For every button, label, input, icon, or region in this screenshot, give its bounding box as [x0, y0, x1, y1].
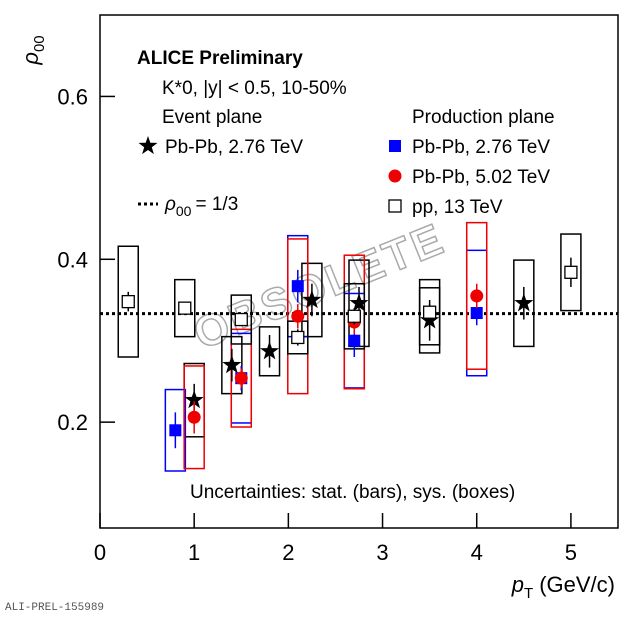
sys-box	[418, 278, 441, 346]
square-marker	[291, 280, 304, 293]
circle-marker	[470, 289, 484, 303]
subtitle: K*0, |y| < 0.5, 10-50%	[162, 78, 347, 99]
chart-title: ALICE Preliminary	[137, 48, 303, 69]
y-axis-symbol: ρ	[18, 52, 43, 66]
y-tick-label: 0.6	[57, 84, 88, 109]
reference-symbol: ρ	[164, 194, 176, 215]
sys-box	[465, 221, 488, 370]
plot-frame	[99, 14, 619, 529]
legend-label: Pb-Pb, 2.76 TeV	[165, 137, 303, 158]
x-tick-label: 0	[94, 540, 106, 565]
note: Uncertainties: stat. (bars), sys. (boxes…	[190, 482, 515, 503]
x-tick-label: 3	[376, 540, 388, 565]
legend-label: pp, 13 TeV	[412, 197, 503, 218]
x-axis-label: pT (GeV/c)	[511, 572, 615, 602]
sys-box	[258, 326, 281, 377]
square-marker	[169, 424, 182, 437]
open-square-marker	[564, 265, 578, 279]
circle-marker	[291, 309, 305, 323]
sys-box	[117, 245, 140, 358]
y-axis-subscript: 00	[31, 35, 48, 52]
sys-box	[164, 388, 187, 472]
sys-box	[513, 259, 535, 348]
sys-box	[301, 262, 323, 338]
open-square-marker	[388, 199, 402, 213]
footer: ALI-PREL-155989	[5, 602, 104, 614]
open-square-marker	[347, 309, 361, 323]
x-tick-label: 2	[282, 540, 294, 565]
open-square-marker	[178, 301, 192, 315]
x-axis-subscript: T	[524, 585, 533, 602]
open-square-marker	[422, 305, 437, 319]
sys-box	[560, 233, 582, 312]
circle-marker	[388, 169, 402, 183]
legend-heading: Event plane	[162, 107, 262, 128]
y-axis-label: ρ00	[18, 35, 48, 65]
star-marker	[222, 355, 242, 374]
circle-marker	[187, 410, 201, 424]
circle-marker	[234, 371, 248, 385]
legend-heading: Production plane	[412, 107, 555, 128]
star-marker	[138, 136, 158, 155]
x-axis-unit: (GeV/c)	[539, 572, 615, 597]
x-axis-symbol: p	[511, 572, 524, 597]
sys-box	[174, 278, 196, 338]
open-square-marker	[291, 330, 305, 345]
x-tick-label: 5	[565, 540, 577, 565]
reference-subscript: 00	[176, 203, 192, 219]
star-marker	[302, 290, 322, 309]
y-tick-label: 0.2	[57, 410, 88, 435]
star-marker	[514, 293, 534, 312]
open-square-marker	[121, 294, 135, 309]
reference-text: = 1/3	[195, 194, 238, 215]
legend-label: Pb-Pb, 2.76 TeV	[412, 137, 550, 158]
x-tick-label: 4	[471, 540, 483, 565]
open-square-marker	[234, 312, 248, 327]
star-marker	[260, 341, 280, 360]
y-tick-label: 0.4	[57, 247, 88, 272]
square-marker	[389, 140, 401, 152]
star-marker	[349, 293, 369, 312]
square-marker	[470, 307, 483, 320]
x-tick-label: 1	[188, 540, 200, 565]
sys-box	[183, 365, 205, 470]
square-marker	[348, 334, 361, 347]
sys-box	[287, 238, 309, 395]
sys-box	[230, 294, 253, 345]
reference-legend-label: ρ00 = 1/3	[164, 194, 238, 219]
star-marker	[184, 390, 204, 409]
legend-label: Pb-Pb, 5.02 TeV	[412, 167, 550, 188]
